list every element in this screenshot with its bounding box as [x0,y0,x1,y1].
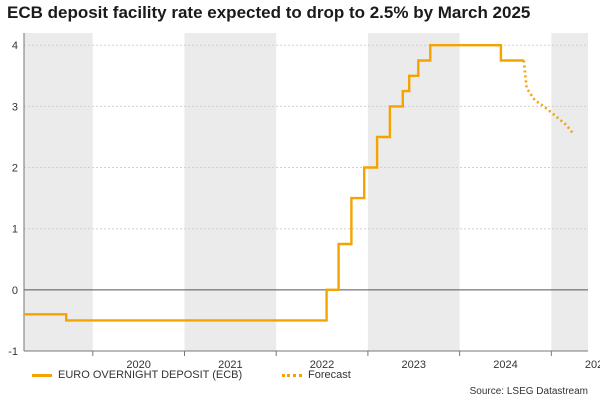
shaded-year-band [184,33,277,351]
series-line-deposit-rate [24,44,524,322]
x-tick-label: 2020 [126,359,150,371]
y-tick-label: 3 [12,101,18,113]
y-tick-label: -1 [8,346,18,358]
chart-title: ECB deposit facility rate expected to dr… [7,3,531,22]
x-tick-label: 2025 [585,359,600,371]
series-lines [24,44,575,322]
x-tick-label: 2024 [493,359,517,371]
legend-item-forecast: Forecast [282,369,351,381]
source-note: Source: LSEG Datastream [469,386,588,397]
axes: -1 0 1 2 3 4 2020 2021 2022 2023 2024 2025 [8,33,600,371]
legend-label-deposit-rate: EURO OVERNIGHT DEPOSIT (ECB) [58,369,243,381]
gridlines [24,44,588,352]
series-line-forecast [522,60,575,135]
x-tick-label: 2021 [218,359,242,371]
legend-item-deposit-rate: EURO OVERNIGHT DEPOSIT (ECB) [32,369,242,381]
shaded-year-band [367,33,460,351]
x-tick-label: 2022 [310,359,334,371]
legend-swatch-dotted [282,373,302,377]
year-shading [24,33,588,351]
y-tick-label: 2 [12,163,18,175]
x-tick-label: 2023 [402,359,426,371]
legend-label-forecast: Forecast [308,369,351,381]
shaded-year-band [551,33,588,351]
legend-swatch-solid [32,373,52,377]
y-tick-label: 0 [12,285,18,297]
y-tick-label: 4 [12,40,18,52]
shaded-year-band [24,33,93,351]
y-tick-label: 1 [12,224,18,236]
